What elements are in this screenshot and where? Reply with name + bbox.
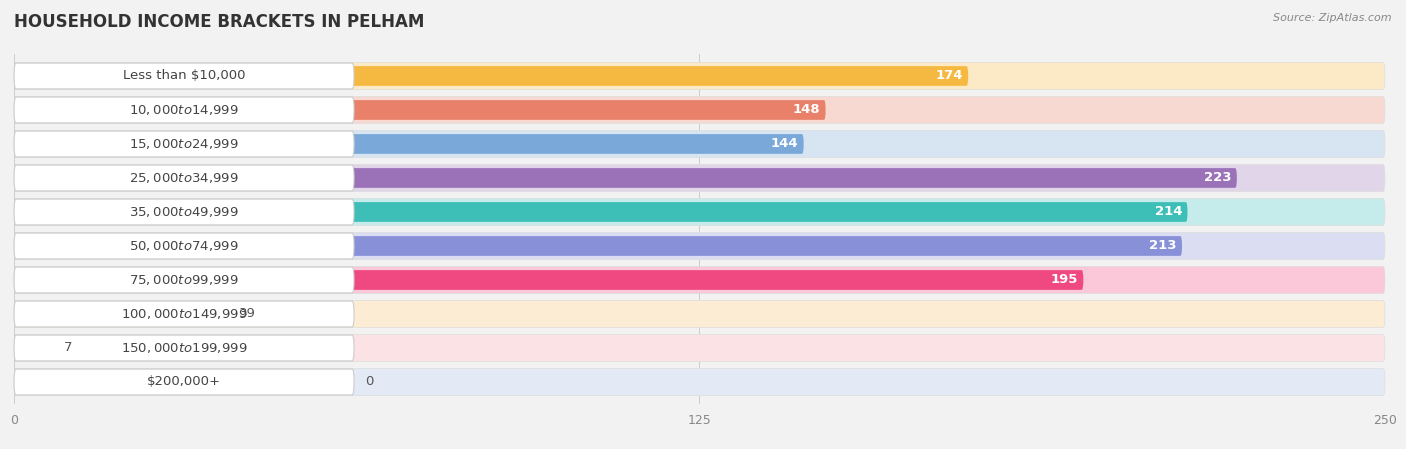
Text: Source: ZipAtlas.com: Source: ZipAtlas.com <box>1274 13 1392 23</box>
Text: $100,000 to $149,999: $100,000 to $149,999 <box>121 307 247 321</box>
FancyBboxPatch shape <box>14 338 52 358</box>
FancyBboxPatch shape <box>14 97 354 123</box>
FancyBboxPatch shape <box>14 165 354 191</box>
Text: $15,000 to $24,999: $15,000 to $24,999 <box>129 137 239 151</box>
Text: 148: 148 <box>793 103 820 116</box>
FancyBboxPatch shape <box>14 63 354 89</box>
FancyBboxPatch shape <box>14 335 354 361</box>
FancyBboxPatch shape <box>14 164 1385 192</box>
Text: $50,000 to $74,999: $50,000 to $74,999 <box>129 239 239 253</box>
FancyBboxPatch shape <box>14 97 1385 123</box>
Text: 7: 7 <box>63 342 72 355</box>
FancyBboxPatch shape <box>14 131 354 157</box>
FancyBboxPatch shape <box>14 130 1385 158</box>
FancyBboxPatch shape <box>14 300 1385 328</box>
Text: $200,000+: $200,000+ <box>148 375 221 388</box>
FancyBboxPatch shape <box>14 100 825 120</box>
FancyBboxPatch shape <box>14 199 354 225</box>
FancyBboxPatch shape <box>14 66 969 86</box>
FancyBboxPatch shape <box>14 270 1084 290</box>
Text: 174: 174 <box>935 70 963 83</box>
FancyBboxPatch shape <box>14 198 1385 225</box>
Text: $75,000 to $99,999: $75,000 to $99,999 <box>129 273 239 287</box>
FancyBboxPatch shape <box>14 202 1188 222</box>
FancyBboxPatch shape <box>14 62 1385 90</box>
Text: 195: 195 <box>1050 273 1078 286</box>
FancyBboxPatch shape <box>14 369 354 395</box>
Text: $35,000 to $49,999: $35,000 to $49,999 <box>129 205 239 219</box>
Text: 0: 0 <box>366 375 374 388</box>
Text: $10,000 to $14,999: $10,000 to $14,999 <box>129 103 239 117</box>
FancyBboxPatch shape <box>14 368 1385 396</box>
FancyBboxPatch shape <box>14 134 804 154</box>
FancyBboxPatch shape <box>14 233 1385 260</box>
FancyBboxPatch shape <box>14 266 1385 294</box>
FancyBboxPatch shape <box>14 168 1237 188</box>
FancyBboxPatch shape <box>14 233 354 259</box>
FancyBboxPatch shape <box>14 236 1182 256</box>
Text: 213: 213 <box>1149 239 1177 252</box>
FancyBboxPatch shape <box>14 335 1385 361</box>
Text: 214: 214 <box>1154 206 1182 219</box>
Text: 223: 223 <box>1204 172 1232 185</box>
Text: $150,000 to $199,999: $150,000 to $199,999 <box>121 341 247 355</box>
FancyBboxPatch shape <box>14 304 228 324</box>
FancyBboxPatch shape <box>14 267 354 293</box>
Text: $25,000 to $34,999: $25,000 to $34,999 <box>129 171 239 185</box>
Text: HOUSEHOLD INCOME BRACKETS IN PELHAM: HOUSEHOLD INCOME BRACKETS IN PELHAM <box>14 13 425 31</box>
Text: 39: 39 <box>239 308 256 321</box>
Text: 144: 144 <box>770 137 799 150</box>
FancyBboxPatch shape <box>14 301 354 327</box>
Text: Less than $10,000: Less than $10,000 <box>122 70 245 83</box>
